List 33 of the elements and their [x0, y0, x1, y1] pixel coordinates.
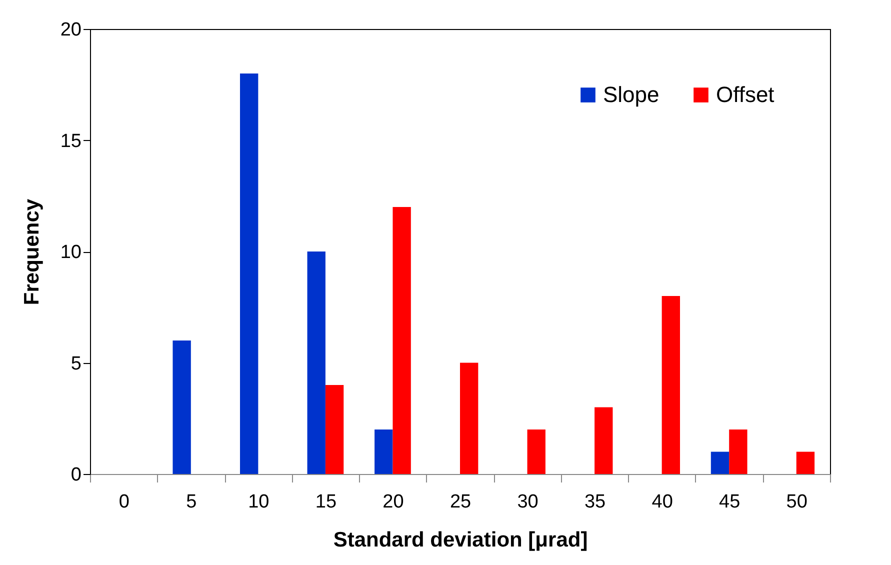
- x-tick-label: 0: [118, 492, 130, 512]
- bar: [374, 430, 393, 474]
- x-tick-label: 10: [248, 492, 270, 512]
- x-axis-title: Standard deviation [μrad]: [333, 528, 588, 552]
- bar: [527, 430, 546, 474]
- x-tick-label: 20: [382, 492, 404, 512]
- y-tick-label: 20: [60, 20, 82, 40]
- bar: [460, 362, 478, 474]
- bar: [796, 452, 815, 474]
- bar: [710, 452, 730, 474]
- y-tick-label: 10: [60, 242, 82, 263]
- bar: [392, 207, 411, 474]
- legend-label: Slope: [603, 82, 660, 107]
- bar: [662, 296, 680, 474]
- x-tick-label: 50: [786, 492, 808, 512]
- x-tick-label: 45: [719, 492, 740, 512]
- x-tick-label: 40: [652, 492, 673, 512]
- x-tick-label: 35: [584, 492, 606, 512]
- bar: [594, 407, 613, 474]
- legend-label: Offset: [716, 82, 774, 107]
- x-tick-label: 25: [450, 492, 472, 512]
- bar: [307, 252, 326, 474]
- x-tick-label: 15: [315, 492, 337, 512]
- y-tick-label: 0: [70, 464, 82, 486]
- y-tick-label: 5: [70, 353, 82, 374]
- bar: [729, 430, 748, 474]
- y-tick-label: 15: [60, 130, 82, 152]
- y-axis-title: Frequency: [20, 198, 44, 306]
- bar: [240, 74, 258, 474]
- x-tick-label: 30: [517, 492, 538, 512]
- bar: [325, 385, 344, 474]
- x-tick-label: 5: [186, 492, 197, 512]
- bar: [172, 340, 191, 474]
